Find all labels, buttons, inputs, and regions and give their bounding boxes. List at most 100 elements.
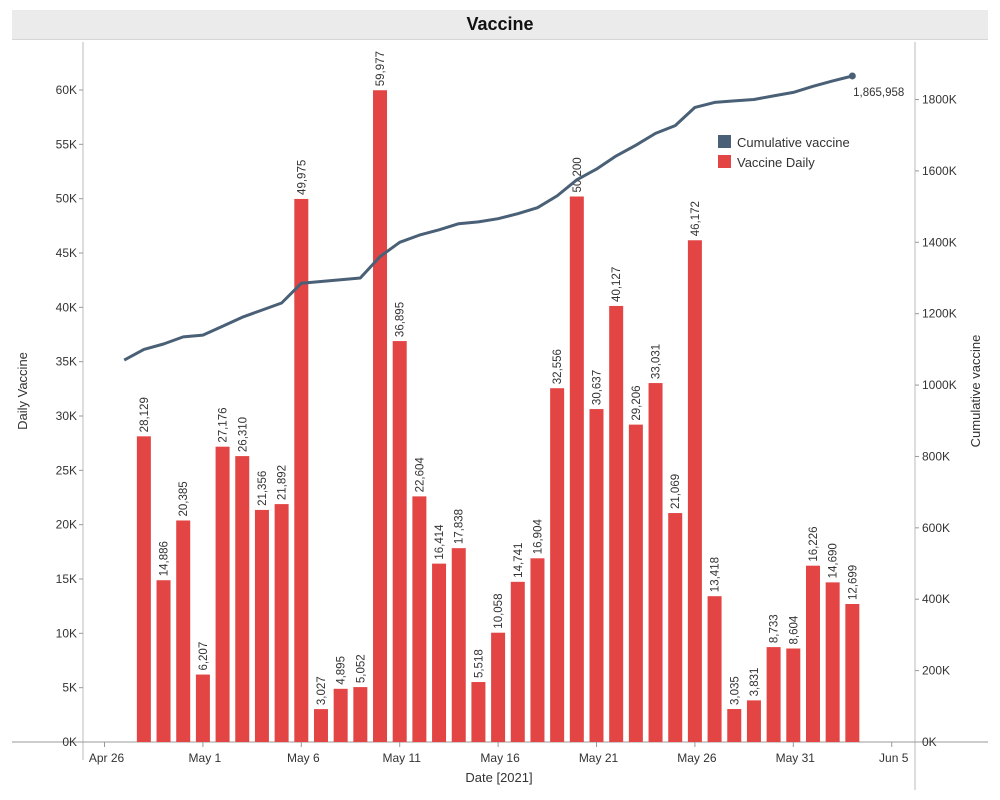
- right-tick-label: 1400K: [922, 235, 957, 249]
- daily-vaccine-value-label: 59,977: [375, 51, 387, 86]
- cumulative-line-series: 1,865,958: [123, 72, 904, 362]
- daily-vaccine-bar: [805, 565, 820, 742]
- right-tick-label: 1800K: [922, 93, 957, 107]
- left-tick-label: 60K: [56, 83, 77, 97]
- left-tick-label: 25K: [56, 463, 77, 477]
- daily-vaccine-bar: [373, 90, 388, 742]
- daily-vaccine-value-label: 4,895: [336, 656, 348, 685]
- left-tick-label: 10K: [56, 626, 77, 640]
- daily-vaccine-bar: [510, 581, 525, 742]
- daily-vaccine-value-label: 30,637: [592, 370, 604, 405]
- daily-vaccine-value-label: 21,356: [257, 471, 269, 506]
- daily-vaccine-bar: [215, 446, 230, 742]
- daily-vaccine-bar: [491, 632, 506, 742]
- daily-vaccine-bar: [687, 240, 702, 742]
- daily-vaccine-bar: [530, 558, 545, 742]
- x-tick-label: Jun 5: [879, 751, 909, 765]
- cumulative-vaccine-line: [123, 74, 853, 362]
- right-tick-label: 600K: [922, 521, 950, 535]
- daily-vaccine-value-label: 13,418: [710, 557, 722, 592]
- right-tick-label: 800K: [922, 449, 950, 463]
- daily-vaccine-value-label: 3,027: [316, 676, 328, 705]
- daily-vaccine-bar: [353, 687, 368, 742]
- daily-vaccine-value-label: 8,604: [788, 615, 800, 644]
- daily-vaccine-value-label: 40,127: [611, 267, 623, 302]
- daily-vaccine-bar: [412, 496, 427, 742]
- daily-vaccine-value-label: 21,069: [670, 474, 682, 509]
- daily-vaccine-value-label: 21,892: [277, 465, 289, 500]
- chart-title: Vaccine: [466, 14, 534, 34]
- daily-vaccine-bar: [136, 436, 151, 742]
- legend-swatch-daily: [718, 155, 731, 168]
- daily-vaccine-bar: [550, 388, 565, 742]
- daily-vaccine-bar: [727, 709, 742, 742]
- x-tick-label: May 1: [189, 751, 222, 765]
- x-tick-label: May 26: [677, 751, 717, 765]
- legend-swatch-cumulative: [718, 135, 731, 148]
- daily-vaccine-value-label: 28,129: [139, 397, 151, 432]
- left-tick-label: 40K: [56, 300, 77, 314]
- daily-vaccine-bar: [176, 520, 191, 742]
- daily-vaccine-value-label: 32,556: [552, 349, 564, 384]
- left-tick-label: 20K: [56, 518, 77, 532]
- y-axis-title: Daily Vaccine: [15, 352, 30, 430]
- daily-vaccine-bar: [648, 383, 663, 742]
- daily-vaccine-bar: [746, 700, 761, 742]
- right-tick-label: 1000K: [922, 378, 957, 392]
- right-tick-label: 400K: [922, 592, 950, 606]
- daily-vaccine-bar: [766, 647, 781, 742]
- daily-vaccine-value-label: 10,058: [493, 594, 505, 629]
- daily-vaccine-value-label: 33,031: [651, 344, 663, 379]
- right-tick-label: 1200K: [922, 307, 957, 321]
- daily-vaccine-bar: [254, 509, 269, 742]
- legend-label-daily: Vaccine Daily: [737, 155, 815, 170]
- cumulative-end-label: 1,865,958: [853, 87, 904, 99]
- daily-vaccine-value-label: 12,699: [847, 565, 859, 600]
- right-axis-ticks: 0K 200K 400K 600K 800K 1000K 1200K 1400K 1600K 18…: [915, 93, 957, 749]
- legend-label-cumulative: Cumulative vaccine: [737, 135, 850, 150]
- daily-vaccine-bar: [707, 596, 722, 742]
- right-tick-label: 1600K: [922, 164, 957, 178]
- daily-vaccine-value-label: 16,414: [434, 524, 446, 560]
- daily-vaccine-value-label: 49,975: [296, 160, 308, 195]
- x-axis-title: Date [2021]: [465, 770, 532, 785]
- daily-vaccine-bar: [313, 709, 328, 742]
- left-tick-label: 50K: [56, 192, 77, 206]
- daily-vaccine-value-label: 5,518: [473, 649, 485, 678]
- daily-vaccine-value-label: 46,172: [690, 201, 702, 236]
- daily-vaccine-bar: [845, 604, 860, 742]
- daily-vaccine-value-label: 6,207: [198, 642, 210, 671]
- x-axis-ticks: Apr 26 May 1 May 6 May 11 May 16 May 21 May 26…: [89, 742, 909, 765]
- daily-vaccine-bar: [432, 563, 447, 742]
- x-tick-label: May 6: [287, 751, 320, 765]
- left-tick-label: 45K: [56, 246, 77, 260]
- daily-vaccine-labels: 28,129 14,886 20,385 6,207 27,176 26,310 21,35…: [139, 51, 859, 705]
- left-tick-label: 55K: [56, 137, 77, 151]
- daily-vaccine-value-label: 14,741: [513, 543, 525, 578]
- daily-vaccine-bar: [471, 682, 486, 742]
- daily-vaccine-bar: [235, 456, 250, 742]
- chart-title-bar: Vaccine: [12, 10, 988, 40]
- daily-vaccine-bar: [569, 196, 584, 742]
- daily-vaccine-value-label: 17,838: [454, 509, 466, 544]
- daily-vaccine-value-label: 3,831: [749, 668, 761, 697]
- right-tick-label: 0K: [922, 735, 937, 749]
- left-tick-label: 5K: [62, 681, 77, 695]
- daily-vaccine-bar: [451, 548, 466, 742]
- daily-vaccine-bar: [195, 674, 210, 742]
- daily-vaccine-bar: [825, 582, 840, 742]
- daily-vaccine-value-label: 22,604: [414, 457, 426, 493]
- daily-vaccine-bar: [609, 305, 624, 742]
- daily-vaccine-value-label: 8,733: [769, 614, 781, 643]
- daily-vaccine-bar: [628, 424, 643, 742]
- daily-vaccine-value-label: 14,690: [828, 543, 840, 578]
- x-tick-label: May 16: [480, 751, 520, 765]
- daily-vaccine-bar: [294, 198, 309, 742]
- daily-vaccine-value-label: 27,176: [218, 407, 230, 442]
- y2-axis-title: Cumulative vaccine: [968, 335, 983, 448]
- daily-vaccine-bar: [333, 688, 348, 742]
- cumulative-end-point: [848, 72, 856, 80]
- daily-vaccine-value-label: 5,052: [355, 654, 367, 683]
- daily-vaccine-value-label: 16,226: [808, 526, 820, 561]
